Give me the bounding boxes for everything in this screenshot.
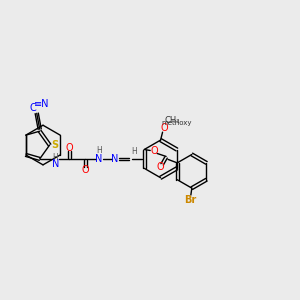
Text: O: O (161, 123, 168, 133)
Text: N: N (95, 154, 103, 164)
Text: H: H (131, 148, 137, 157)
Text: C: C (29, 103, 36, 113)
Text: O: O (66, 143, 73, 153)
Text: S: S (51, 140, 58, 150)
Text: O: O (156, 162, 164, 172)
Text: ≡N: ≡N (34, 99, 50, 110)
Text: H: H (53, 153, 58, 162)
Text: methoxy: methoxy (161, 120, 192, 126)
Text: O: O (150, 146, 158, 157)
Text: N: N (52, 159, 59, 169)
Text: O: O (82, 165, 89, 175)
Text: H: H (96, 146, 102, 155)
Text: Br: Br (184, 195, 196, 205)
Text: N: N (111, 154, 119, 164)
Text: CH₃: CH₃ (165, 116, 180, 125)
